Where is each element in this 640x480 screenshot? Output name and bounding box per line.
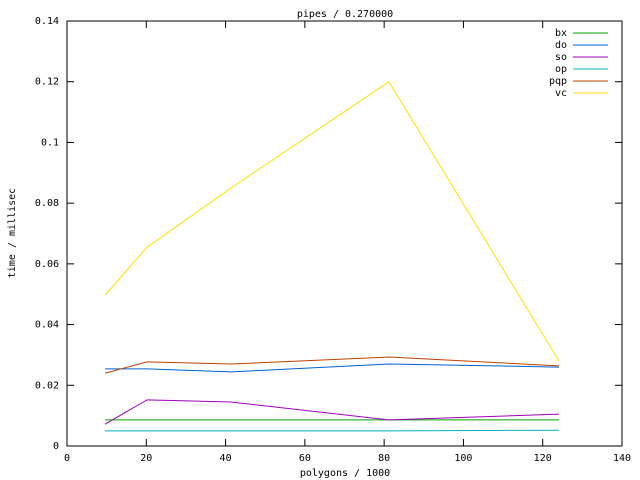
x-tick-label: 20 bbox=[140, 453, 152, 464]
chart-title: pipes / 0.270000 bbox=[297, 9, 393, 20]
series-line bbox=[104, 356, 559, 374]
y-tick-label: 0.06 bbox=[35, 259, 59, 270]
y-tick-label: 0 bbox=[53, 441, 59, 452]
y-tick-label: 0.1 bbox=[41, 137, 59, 148]
series-line bbox=[104, 81, 560, 362]
legend-label: bx bbox=[555, 28, 567, 39]
legend-label: vc bbox=[555, 88, 567, 99]
y-axis-label: time / millisec bbox=[7, 188, 18, 278]
x-tick-label: 80 bbox=[378, 453, 390, 464]
legend-label: op bbox=[555, 64, 567, 75]
legend-label: so bbox=[555, 52, 567, 63]
legend-label: do bbox=[555, 40, 567, 51]
plot-frame bbox=[66, 20, 623, 447]
y-tick-label: 0.04 bbox=[35, 320, 59, 331]
y-tick-label: 0.12 bbox=[35, 77, 59, 88]
legend-label: pqp bbox=[549, 76, 567, 87]
series-line bbox=[104, 399, 559, 425]
series-line bbox=[105, 429, 559, 432]
y-tick-label: 0.02 bbox=[35, 380, 59, 391]
series-line bbox=[105, 363, 559, 373]
x-axis-label: polygons / 1000 bbox=[300, 468, 390, 479]
y-tick-label: 0.14 bbox=[35, 16, 59, 27]
x-tick-label: 60 bbox=[299, 453, 311, 464]
y-tick-label: 0.08 bbox=[35, 198, 59, 209]
x-tick-label: 120 bbox=[534, 453, 552, 464]
x-tick-label: 0 bbox=[64, 453, 70, 464]
x-tick-label: 40 bbox=[220, 453, 232, 464]
x-tick-label: 140 bbox=[613, 453, 631, 464]
x-tick-label: 100 bbox=[454, 453, 472, 464]
